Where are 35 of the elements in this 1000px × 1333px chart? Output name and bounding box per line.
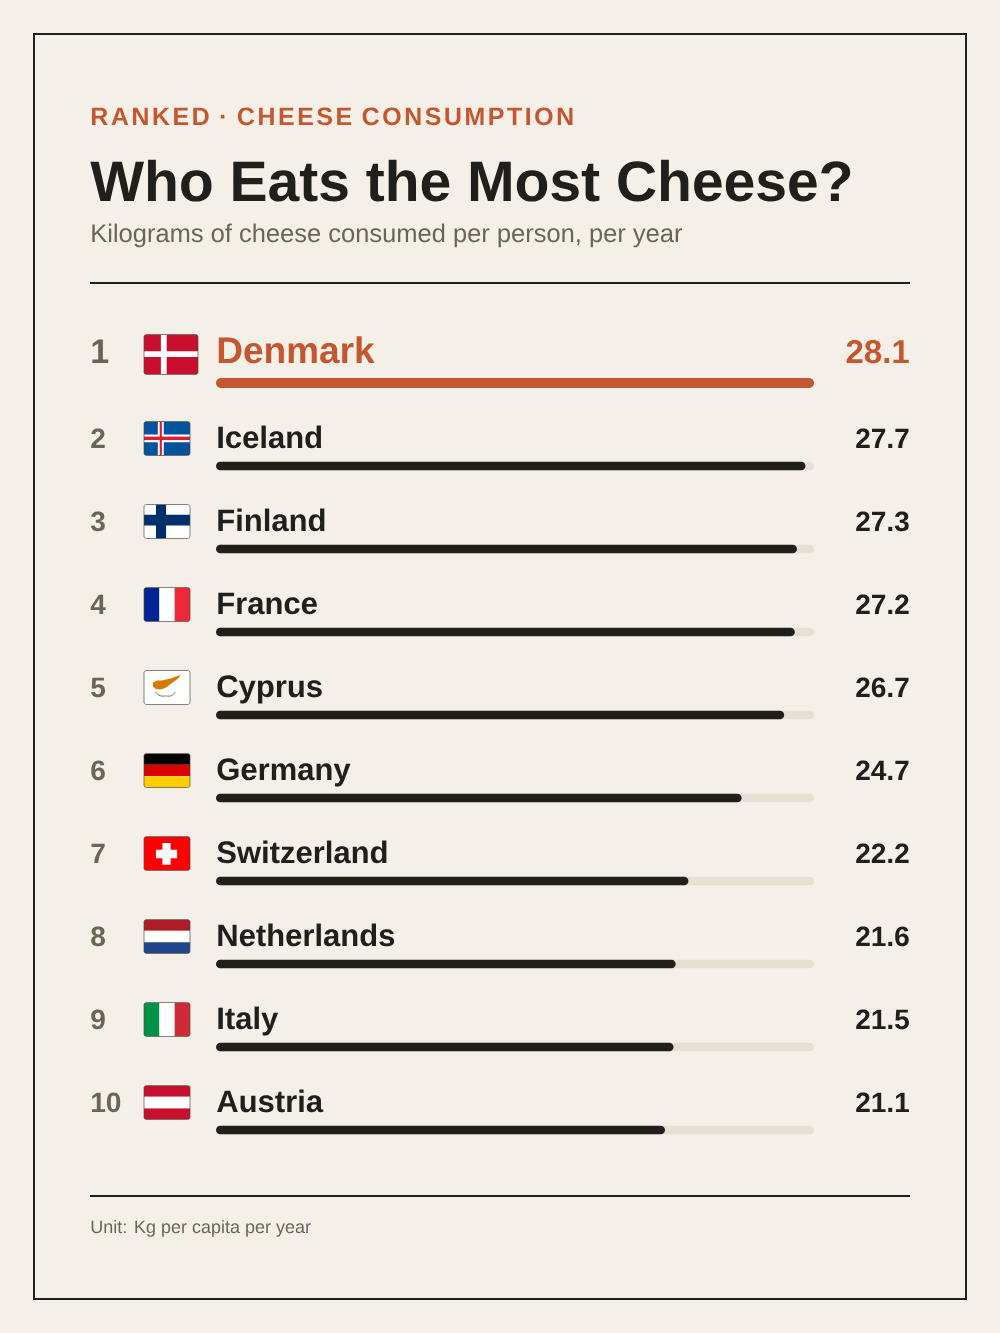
data-label: 21.1	[856, 1092, 909, 1113]
chart-subtitle: Kilograms of cheese consumed per person, per year	[92, 223, 683, 248]
text: 5	[91, 677, 106, 698]
data-label: 27.3	[856, 511, 909, 532]
text: RANKED · CHEESE CONSUMPTION	[91, 107, 573, 126]
bar	[216, 461, 806, 471]
data-label: 21.5	[856, 1009, 909, 1030]
y-tick-label: Switzerland	[217, 840, 387, 864]
data-label: 21.6	[856, 926, 909, 947]
data-label: 27.2	[856, 594, 909, 615]
text: 6	[91, 760, 105, 781]
y-tick-label: Austria	[217, 1089, 324, 1113]
text: 8	[91, 926, 105, 947]
text: 2	[91, 428, 105, 449]
y-tick-label: Iceland	[218, 425, 322, 449]
data-label: 27.7	[856, 428, 909, 449]
y-tick-label: Finland	[218, 508, 325, 532]
text: 4	[90, 594, 106, 615]
text: 10	[92, 1092, 121, 1113]
chart-title: Who Eats the Most Cheese?	[90, 159, 851, 202]
y-tick-label: Netherlands	[218, 923, 395, 947]
y-tick-label: Italy	[218, 1006, 279, 1036]
y-tick-label: Denmark	[218, 336, 375, 364]
y-tick-label: France	[218, 592, 317, 615]
text: 3	[90, 511, 105, 532]
data-label: 28.1	[846, 339, 909, 364]
text: 7	[91, 843, 105, 864]
text: 9	[91, 1009, 105, 1030]
y-tick-label: Cyprus	[217, 675, 322, 704]
data-label: 24.7	[856, 760, 909, 781]
y-tick-label: Germany	[217, 758, 351, 787]
text: Unit: Kg per capita per year	[91, 1219, 311, 1237]
data-label: 26.7	[856, 677, 909, 698]
data-label: 22.2	[856, 843, 909, 864]
text: 1	[92, 339, 109, 364]
